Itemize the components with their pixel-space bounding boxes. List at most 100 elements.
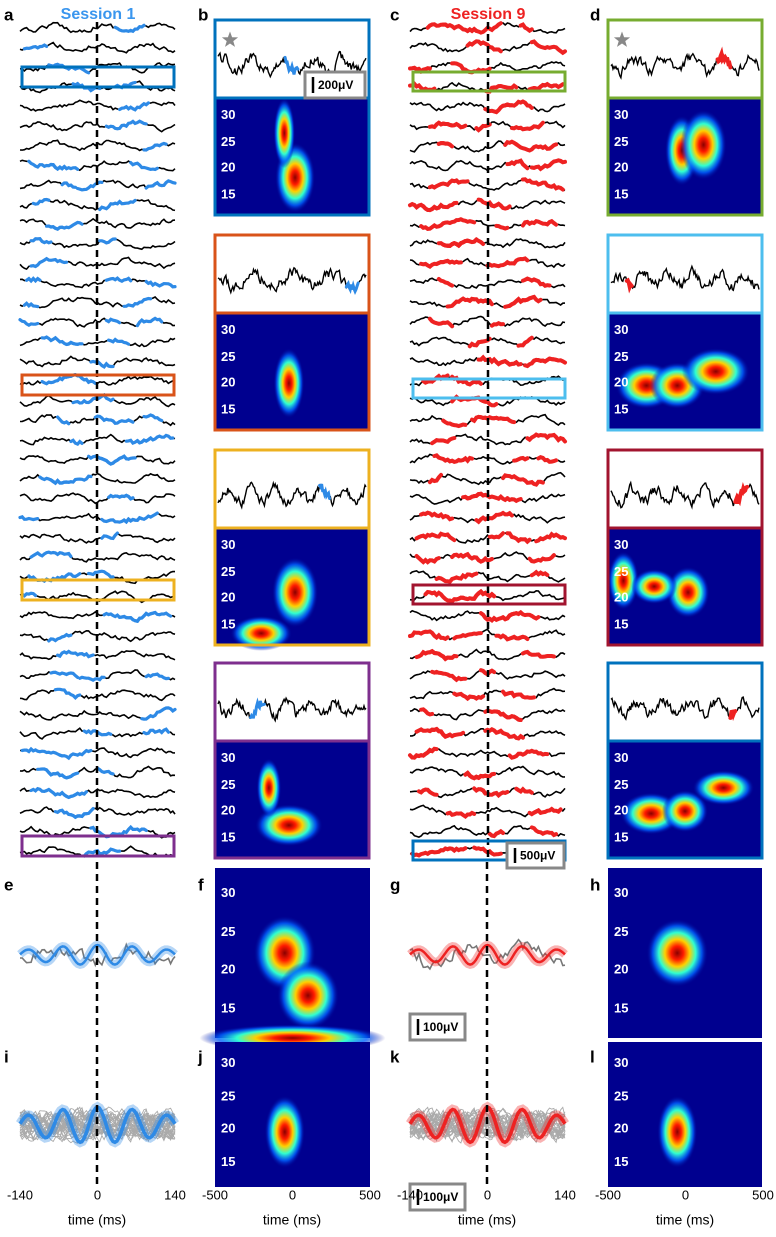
burst-segment bbox=[113, 23, 146, 34]
x-tick-label: -500 bbox=[202, 1187, 228, 1202]
heatmap-frame bbox=[213, 311, 371, 432]
burst-segment bbox=[89, 359, 113, 369]
x-axis-label: time (ms) bbox=[656, 1212, 714, 1228]
y-tick-label: 20 bbox=[221, 160, 235, 175]
y-tick-label: 15 bbox=[614, 187, 628, 202]
scale-bar-label: 100μV bbox=[423, 1020, 458, 1034]
burst-segment bbox=[414, 554, 441, 565]
burst-segment bbox=[465, 771, 481, 781]
y-tick-label: 30 bbox=[221, 537, 235, 552]
burst-segment bbox=[516, 335, 534, 348]
burst-segment bbox=[427, 316, 455, 329]
burst-segment bbox=[434, 258, 452, 266]
panel-label: d bbox=[590, 5, 600, 24]
session-title: Session 9 bbox=[451, 6, 526, 23]
mean-trace bbox=[409, 943, 566, 966]
burst-segment bbox=[144, 672, 170, 681]
heatmap-frame bbox=[606, 739, 764, 860]
trace bbox=[610, 264, 760, 292]
burst-segment bbox=[487, 828, 505, 839]
y-tick-label: 25 bbox=[221, 349, 235, 364]
heatmap-blob bbox=[680, 109, 727, 180]
heatmap-blob bbox=[666, 566, 710, 619]
x-tick-label: 140 bbox=[164, 1187, 186, 1202]
burst-segment bbox=[529, 825, 559, 838]
burst-segment bbox=[18, 514, 40, 522]
y-tick-label: 20 bbox=[614, 961, 628, 976]
burst-segment bbox=[427, 472, 443, 485]
heatmap-blob bbox=[661, 790, 709, 833]
x-tick-label: 0 bbox=[682, 1187, 689, 1202]
burst-segment bbox=[505, 158, 530, 171]
heatmap-blob bbox=[230, 615, 292, 651]
burst-segment bbox=[470, 414, 510, 424]
y-tick-label: 30 bbox=[221, 1055, 235, 1070]
burst-segment bbox=[416, 787, 439, 797]
y-tick-label: 25 bbox=[221, 1089, 235, 1104]
burst-segment bbox=[117, 610, 157, 623]
burst-segment bbox=[715, 46, 733, 70]
burst-segment bbox=[505, 496, 523, 504]
burst-segment bbox=[142, 727, 170, 736]
burst-segment bbox=[408, 629, 450, 642]
y-tick-label: 15 bbox=[221, 1001, 235, 1016]
burst-segment bbox=[142, 141, 168, 152]
x-tick-label: 140 bbox=[554, 1187, 576, 1202]
panel-label: i bbox=[4, 1047, 9, 1066]
burst-segment bbox=[20, 746, 64, 758]
burst-segment bbox=[489, 320, 505, 328]
burst-segment bbox=[458, 217, 477, 225]
selection-box bbox=[411, 583, 567, 606]
burst-segment bbox=[98, 198, 137, 212]
heatmap-blob bbox=[256, 758, 282, 818]
burst-segment bbox=[512, 455, 530, 463]
y-tick-label: 30 bbox=[614, 885, 628, 900]
scale-bar-label: 200μV bbox=[318, 78, 353, 92]
burst-segment bbox=[142, 413, 164, 423]
y-tick-label: 15 bbox=[221, 617, 235, 632]
y-tick-label: 15 bbox=[614, 402, 628, 417]
marker-star bbox=[221, 31, 239, 47]
burst-segment bbox=[536, 455, 559, 464]
burst-segment bbox=[529, 569, 550, 578]
y-tick-label: 20 bbox=[614, 1120, 628, 1135]
y-tick-label: 25 bbox=[614, 134, 628, 149]
trace-box bbox=[215, 450, 369, 528]
burst-segment bbox=[474, 510, 514, 525]
mean-trace bbox=[19, 943, 176, 966]
burst-segment bbox=[483, 708, 523, 722]
panel-label: f bbox=[198, 875, 204, 894]
burst-segment bbox=[414, 531, 457, 543]
burst-segment bbox=[71, 392, 115, 405]
x-axis-label: time (ms) bbox=[68, 1212, 126, 1228]
y-tick-label: 25 bbox=[614, 564, 628, 579]
panel-label: g bbox=[390, 875, 400, 894]
y-tick-label: 20 bbox=[221, 1120, 235, 1135]
trace bbox=[19, 1112, 176, 1139]
y-tick-label: 25 bbox=[221, 924, 235, 939]
burst-segment bbox=[728, 709, 738, 722]
y-tick-label: 15 bbox=[221, 1154, 235, 1169]
burst-segment bbox=[122, 296, 153, 308]
burst-segment bbox=[82, 847, 122, 858]
trace bbox=[409, 1108, 566, 1141]
heatmap-blob bbox=[657, 1095, 698, 1169]
burst-segment bbox=[49, 478, 73, 486]
burst-segment bbox=[36, 767, 78, 780]
burst-segment bbox=[441, 418, 468, 429]
burst-segment bbox=[344, 279, 360, 296]
burst-segment bbox=[140, 706, 177, 721]
y-tick-label: 30 bbox=[614, 537, 628, 552]
trace-box bbox=[608, 663, 762, 741]
burst-segment bbox=[445, 810, 477, 820]
burst-segment bbox=[419, 217, 463, 231]
burst-segment bbox=[135, 433, 175, 445]
burst-segment bbox=[106, 493, 135, 501]
burst-segment bbox=[476, 197, 503, 209]
y-tick-label: 20 bbox=[221, 375, 235, 390]
burst-segment bbox=[465, 39, 503, 54]
burst-segment bbox=[60, 181, 78, 189]
burst-segment bbox=[414, 726, 452, 739]
burst-segment bbox=[49, 162, 80, 172]
